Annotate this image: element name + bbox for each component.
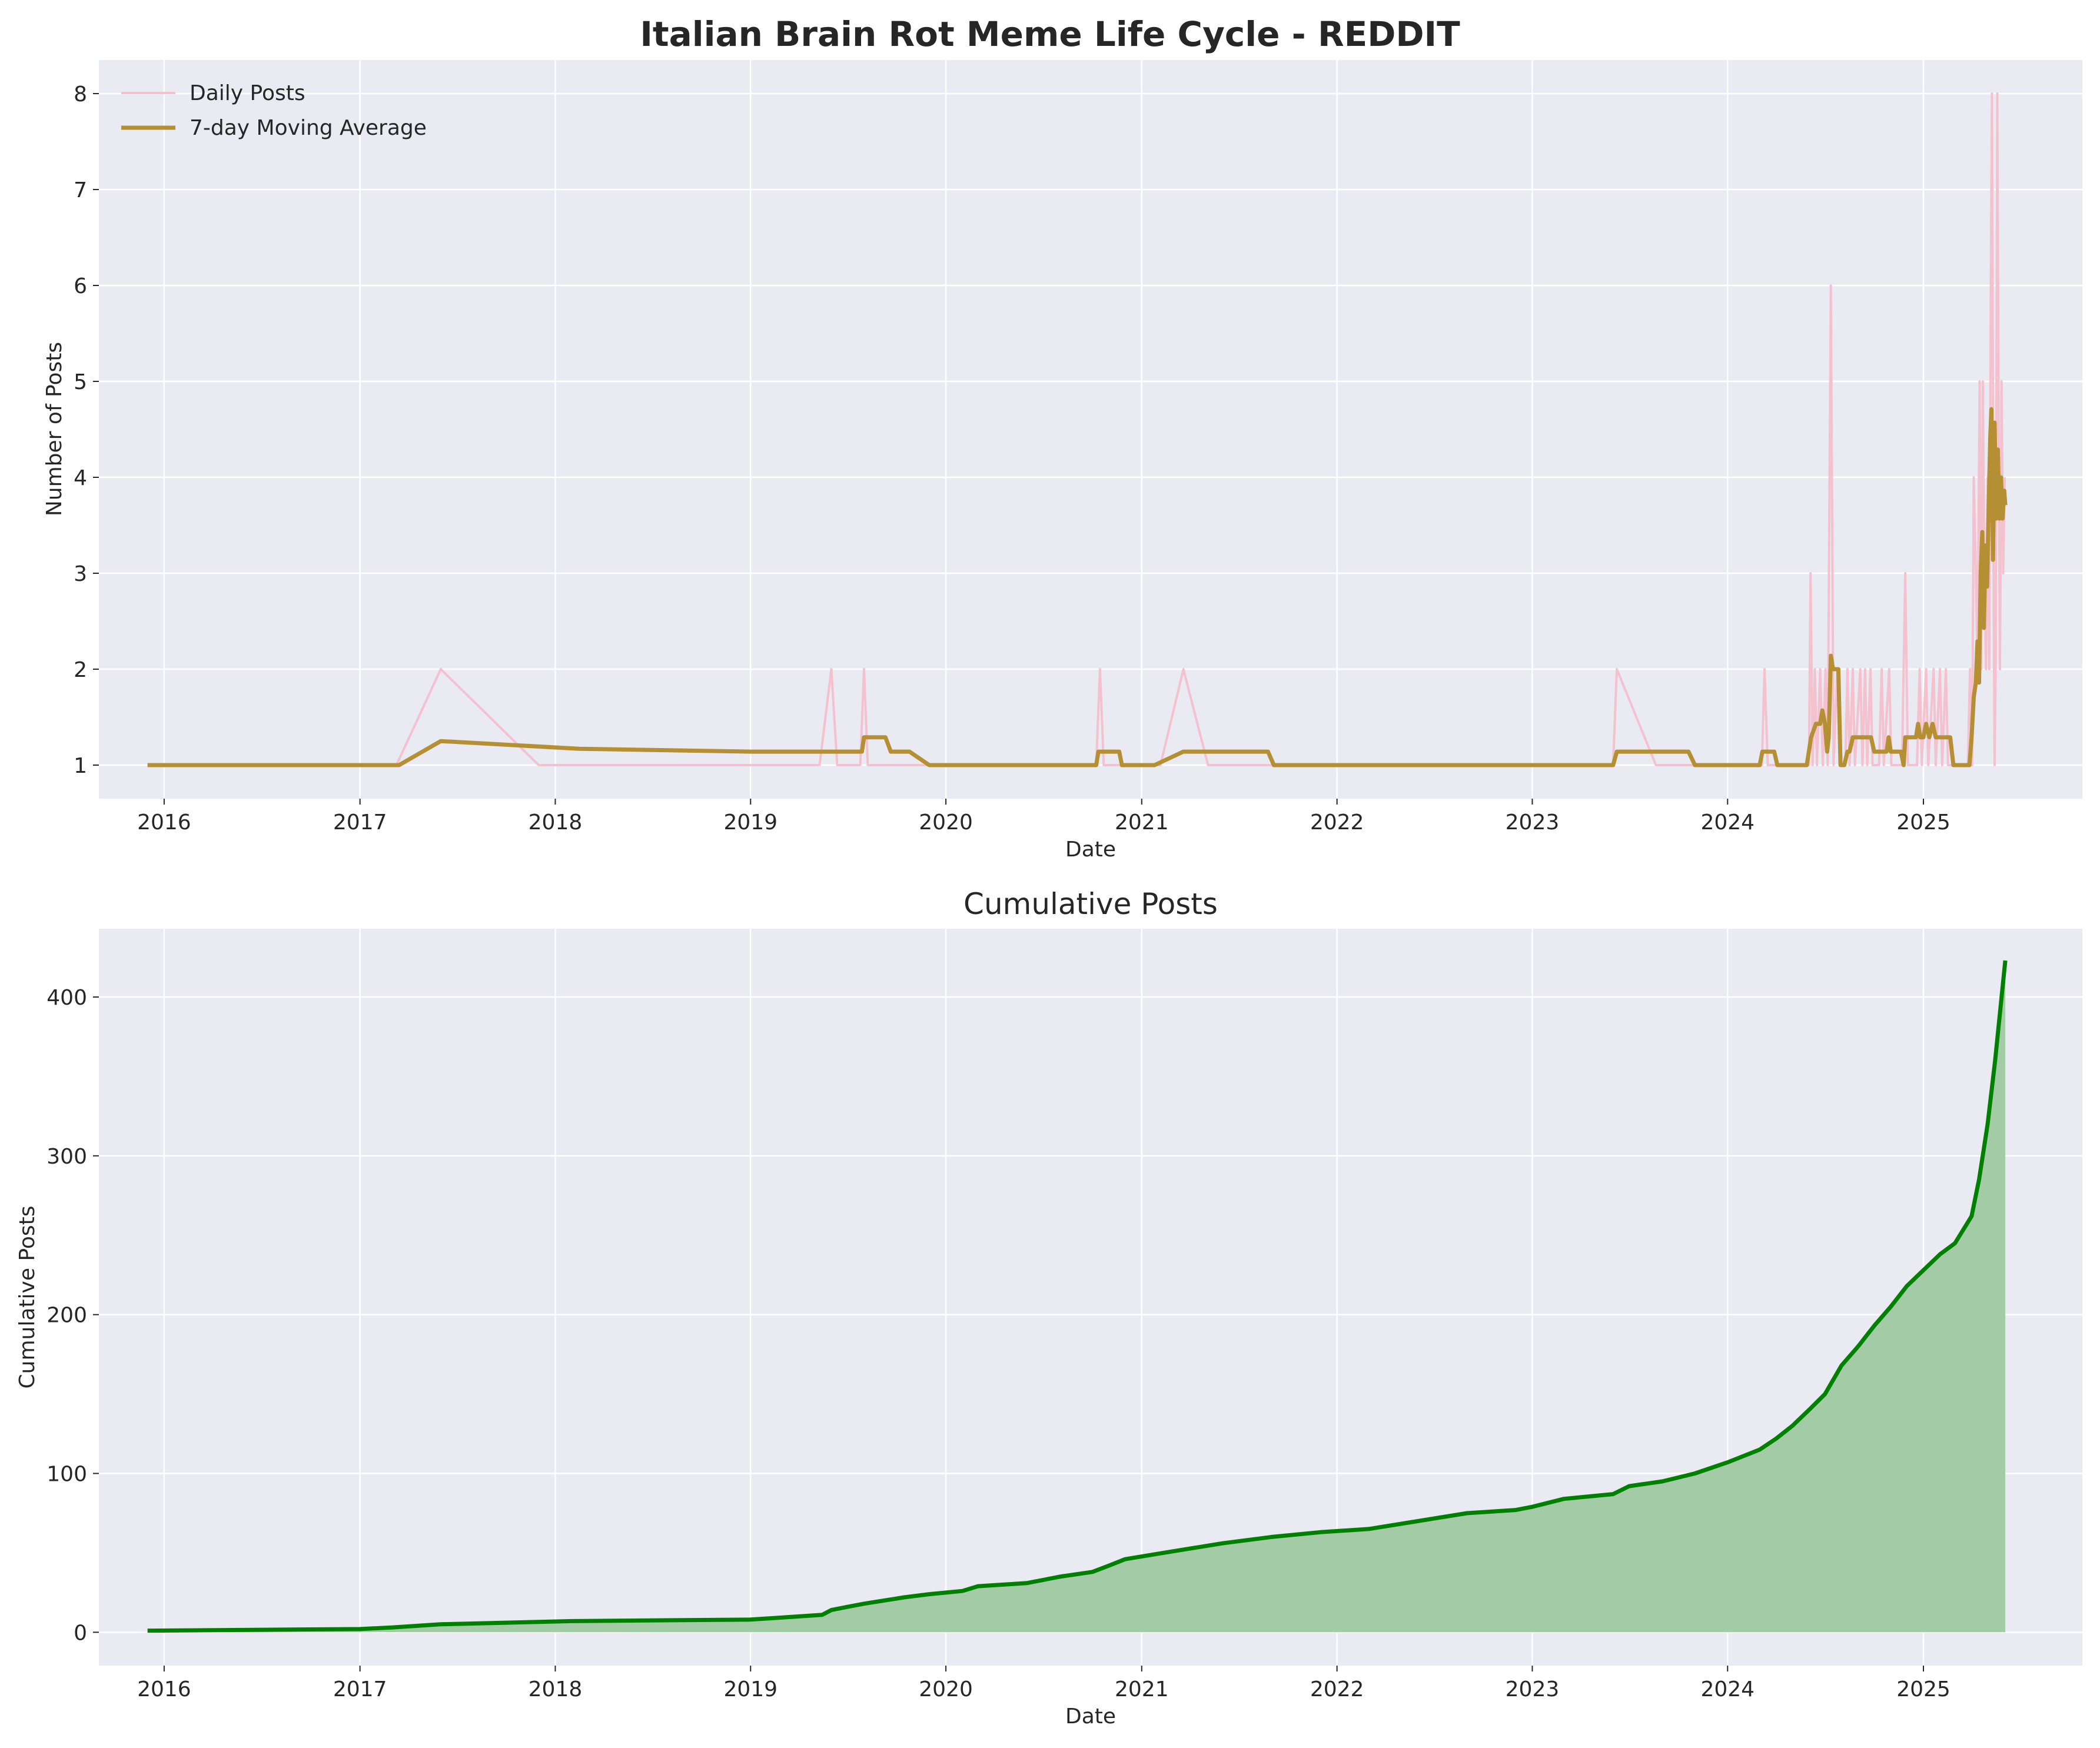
x-tick-label: 2017 [333, 1677, 387, 1702]
y-tick-label: 100 [46, 1463, 87, 1487]
cumulative-posts-grid [99, 929, 2082, 1666]
y-tick-label: 6 [74, 274, 87, 298]
x-tick-label: 2019 [723, 810, 777, 835]
daily-posts-x-axis-label: Date [1065, 838, 1116, 862]
daily-posts-plot-area [99, 60, 2082, 799]
x-tick-label: 2021 [1115, 810, 1169, 835]
daily-posts-grid [99, 60, 2082, 799]
x-tick-label: 2024 [1700, 1677, 1755, 1702]
daily-posts-y-axis-label: Number of Posts [42, 342, 67, 516]
x-tick-label: 2018 [529, 810, 583, 835]
cumulative-posts-line [147, 960, 2008, 1633]
daily-posts-x-ticks: 2016 2017 2018 2019 2020 2021 2022 2023 2024 2025 [137, 799, 1951, 835]
cumulative-posts-title: Cumulative Posts [963, 887, 1218, 921]
x-tick-label: 2025 [1896, 810, 1951, 835]
figure-title: Italian Brain Rot Meme Life Cycle - REDD… [640, 14, 1460, 54]
x-tick-label: 2018 [529, 1677, 583, 1702]
y-tick-label: 1 [74, 754, 87, 778]
legend-daily-posts-label: Daily Posts [190, 81, 305, 105]
daily-posts-y-ticks: 1 2 3 4 5 6 7 8 [74, 82, 99, 778]
daily-posts-line [147, 92, 2006, 766]
legend-moving-average-label: 7-day Moving Average [190, 116, 427, 140]
x-tick-label: 2017 [333, 810, 387, 835]
cumulative-posts-x-axis-label: Date [1065, 1704, 1116, 1729]
y-tick-label: 200 [46, 1304, 87, 1328]
x-tick-label: 2016 [137, 810, 191, 835]
x-tick-label: 2023 [1506, 1677, 1560, 1702]
daily-posts-panel: 2016 2017 2018 2019 2020 2021 2022 2023 2024 2025… [42, 60, 2082, 862]
moving-average-line [147, 407, 2008, 767]
x-tick-label: 2022 [1310, 1677, 1364, 1702]
cumulative-posts-y-axis-label: Cumulative Posts [15, 1206, 39, 1389]
x-tick-label: 2021 [1115, 1677, 1169, 1702]
cumulative-posts-series [147, 960, 2008, 1633]
y-tick-label: 3 [74, 562, 87, 586]
y-tick-label: 2 [74, 658, 87, 682]
daily-posts-series [147, 92, 2008, 767]
y-tick-label: 400 [46, 986, 87, 1010]
y-tick-label: 4 [74, 466, 87, 490]
x-tick-label: 2022 [1310, 810, 1364, 835]
cumulative-posts-x-ticks: 2016 2017 2018 2019 2020 2021 2022 2023 2024 2025 [137, 1666, 1951, 1702]
legend: Daily Posts 7-day Moving Average [121, 81, 427, 140]
x-tick-label: 2024 [1700, 810, 1755, 835]
x-tick-label: 2020 [919, 810, 973, 835]
y-tick-label: 7 [74, 178, 87, 202]
cumulative-area-fill [147, 961, 2006, 1633]
x-tick-label: 2019 [723, 1677, 777, 1702]
cumulative-posts-panel: Cumulative Posts 2016 2017 2018 2019 2020 202… [15, 887, 2082, 1729]
y-tick-label: 0 [74, 1621, 87, 1645]
x-tick-label: 2016 [137, 1677, 191, 1702]
x-tick-label: 2020 [919, 1677, 973, 1702]
cumulative-posts-y-ticks: 0 100 200 300 400 [46, 986, 99, 1645]
x-tick-label: 2023 [1506, 810, 1560, 835]
x-tick-label: 2025 [1896, 1677, 1951, 1702]
y-tick-label: 300 [46, 1145, 87, 1169]
y-tick-label: 5 [74, 370, 87, 394]
y-tick-label: 8 [74, 82, 87, 107]
